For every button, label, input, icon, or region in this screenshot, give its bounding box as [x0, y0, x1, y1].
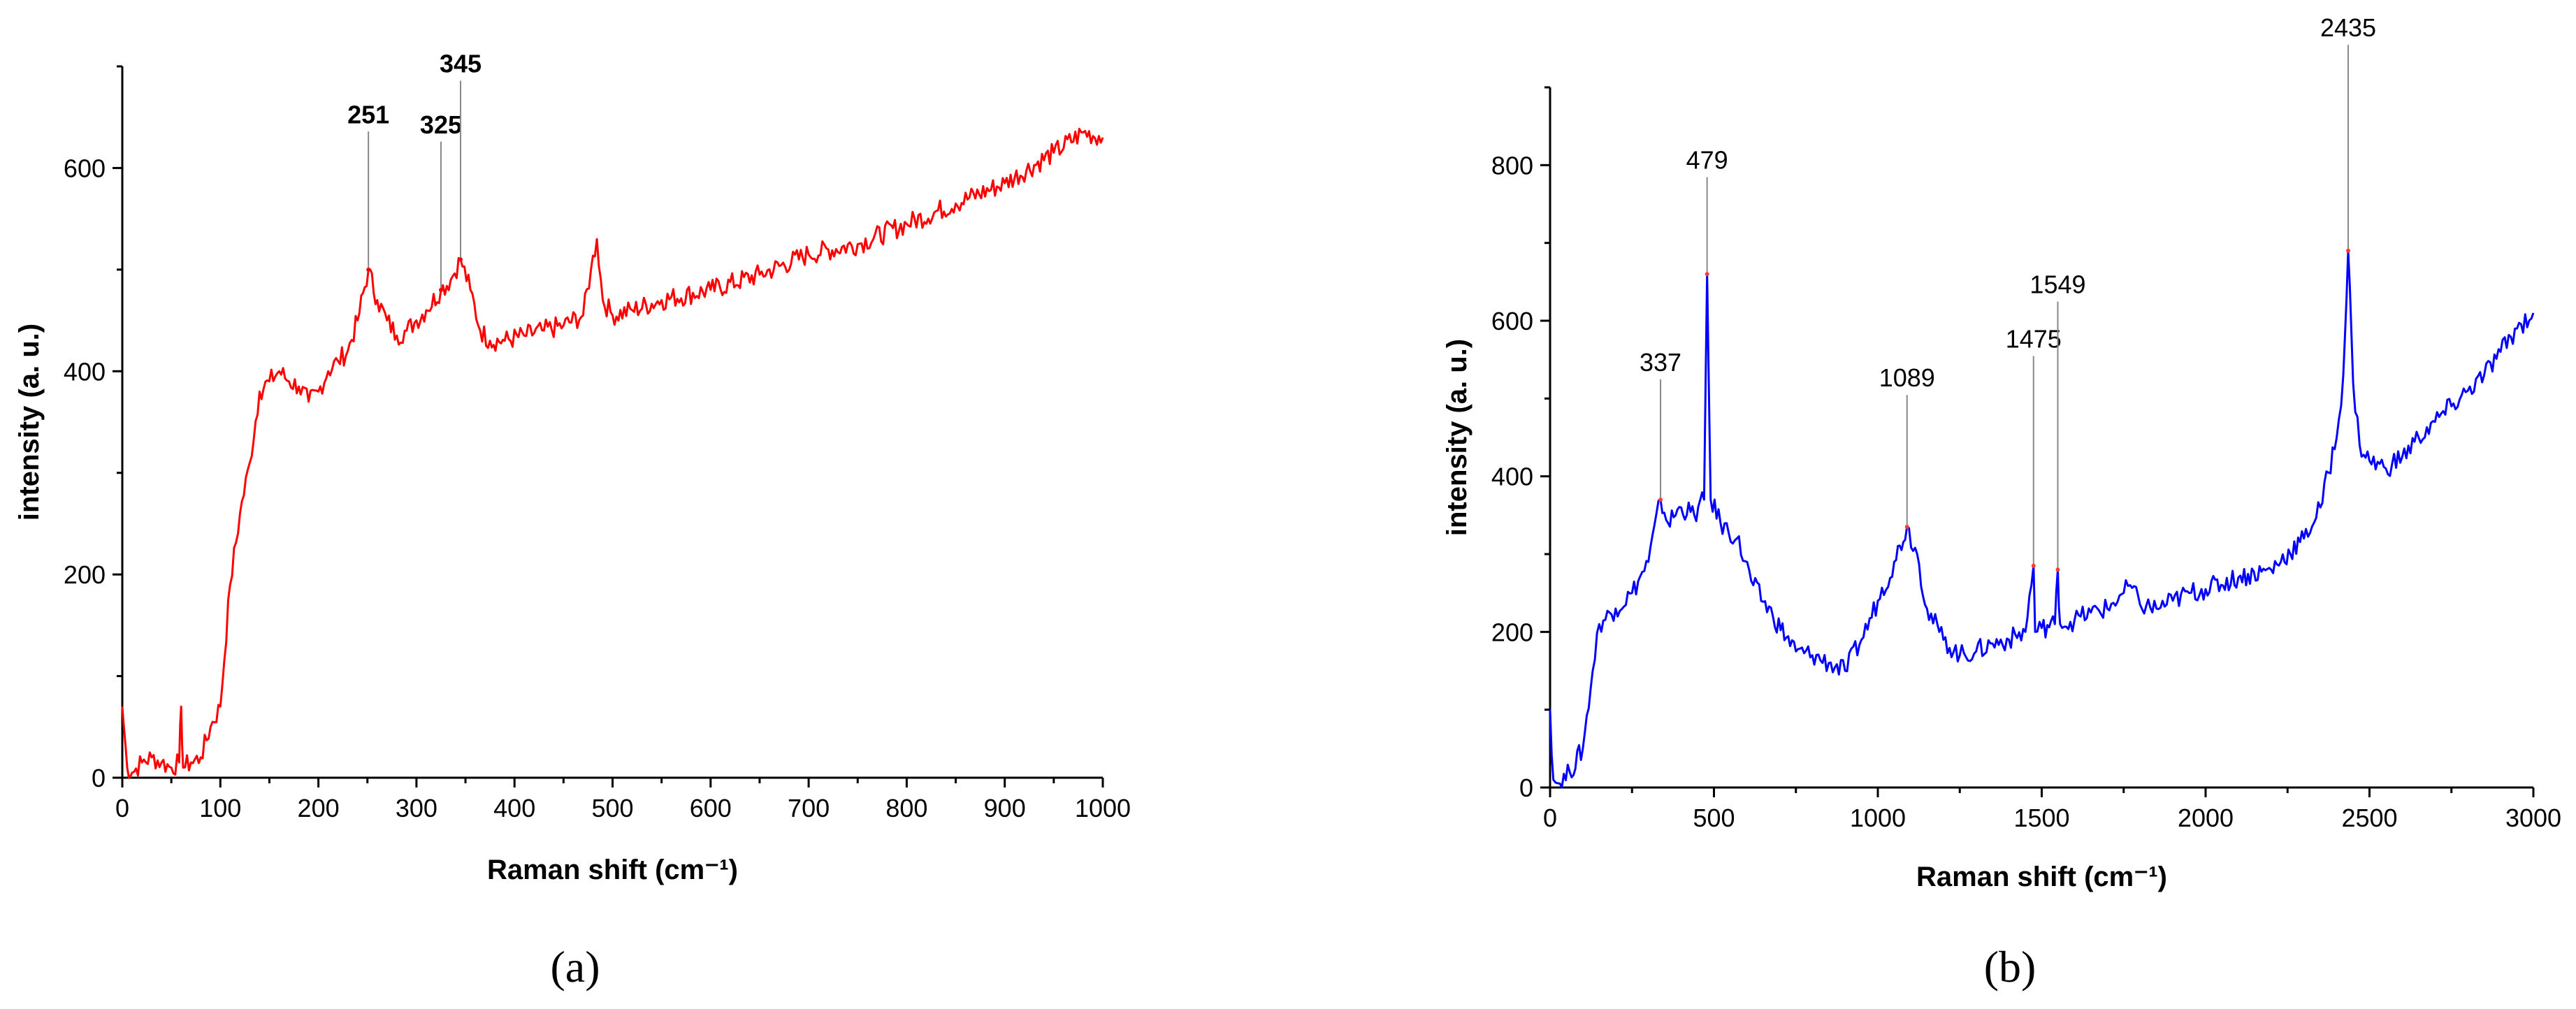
- x-axis-label: Raman shift (cm⁻¹): [487, 855, 738, 885]
- x-axis-label: Raman shift (cm⁻¹): [1916, 862, 2167, 892]
- x-tick-label: 1000: [1075, 794, 1131, 822]
- x-tick-label: 100: [199, 794, 241, 822]
- spectrum-series-line: [1549, 249, 2535, 789]
- x-tick-label: 3000: [2505, 804, 2561, 832]
- peak-point: [1904, 525, 1909, 530]
- x-tick-label: 0: [1543, 804, 1557, 832]
- peak-point: [2346, 248, 2351, 253]
- y-tick-label: 400: [1491, 463, 1533, 491]
- peak-label: 2435: [2320, 13, 2376, 42]
- peak-label: 479: [1686, 145, 1728, 174]
- x-tick-label: 2000: [2178, 804, 2234, 832]
- y-tick-label: 800: [1491, 151, 1533, 180]
- x-tick-label: 800: [885, 794, 927, 822]
- peak-point: [1705, 272, 1709, 277]
- x-tick-label: 2500: [2341, 804, 2397, 832]
- peak-label: 1475: [2006, 325, 2062, 354]
- y-tick-label: 200: [64, 560, 106, 589]
- x-tick-label: 1000: [1850, 804, 1906, 832]
- peak-point: [438, 287, 443, 292]
- x-tick-label: 400: [493, 794, 535, 822]
- x-tick-label: 900: [984, 794, 1026, 822]
- y-tick-label: 0: [92, 764, 106, 792]
- peak-label: 325: [420, 110, 462, 139]
- x-tick-label: 0: [115, 794, 129, 822]
- y-tick-label: 600: [1491, 307, 1533, 335]
- panel-label: (a): [550, 942, 600, 992]
- x-tick-label: 300: [396, 794, 437, 822]
- peak-label: 251: [347, 100, 389, 129]
- peak-point: [2055, 567, 2060, 572]
- peak-point: [366, 267, 371, 272]
- y-tick-label: 400: [64, 357, 106, 386]
- x-tick-label: 600: [690, 794, 732, 822]
- y-tick-label: 0: [1519, 774, 1533, 802]
- panel-label: (b): [1984, 942, 2036, 992]
- x-tick-label: 500: [591, 794, 633, 822]
- peak-point: [2031, 563, 2036, 568]
- chart-panel-b: 0 500 1000 1500 2000 2500 3000 0 200 400 600 800 337…: [1442, 13, 2561, 992]
- peak-label: 345: [440, 50, 482, 78]
- x-tick-label: 200: [298, 794, 340, 822]
- peak-point: [1658, 498, 1663, 502]
- x-tick-label: 500: [1693, 804, 1735, 832]
- x-tick-label: 700: [788, 794, 830, 822]
- spectrum-series-line: [121, 127, 1104, 779]
- peak-point: [458, 257, 463, 262]
- peak-label: 1549: [2029, 270, 2085, 299]
- y-axis-label: intensity (a. u.): [1442, 339, 1472, 536]
- y-tick-label: 200: [1491, 618, 1533, 646]
- peak-label: 1089: [1879, 363, 1935, 392]
- peak-label: 337: [1640, 348, 1681, 377]
- x-tick-label: 1500: [2013, 804, 2069, 832]
- y-axis-label: intensity (a. u.): [14, 324, 45, 521]
- chart-panel-a: 0 100 200 300 400 500 600 700 800 900 1000 0 200 400 6…: [14, 50, 1131, 992]
- y-tick-label: 600: [64, 154, 106, 182]
